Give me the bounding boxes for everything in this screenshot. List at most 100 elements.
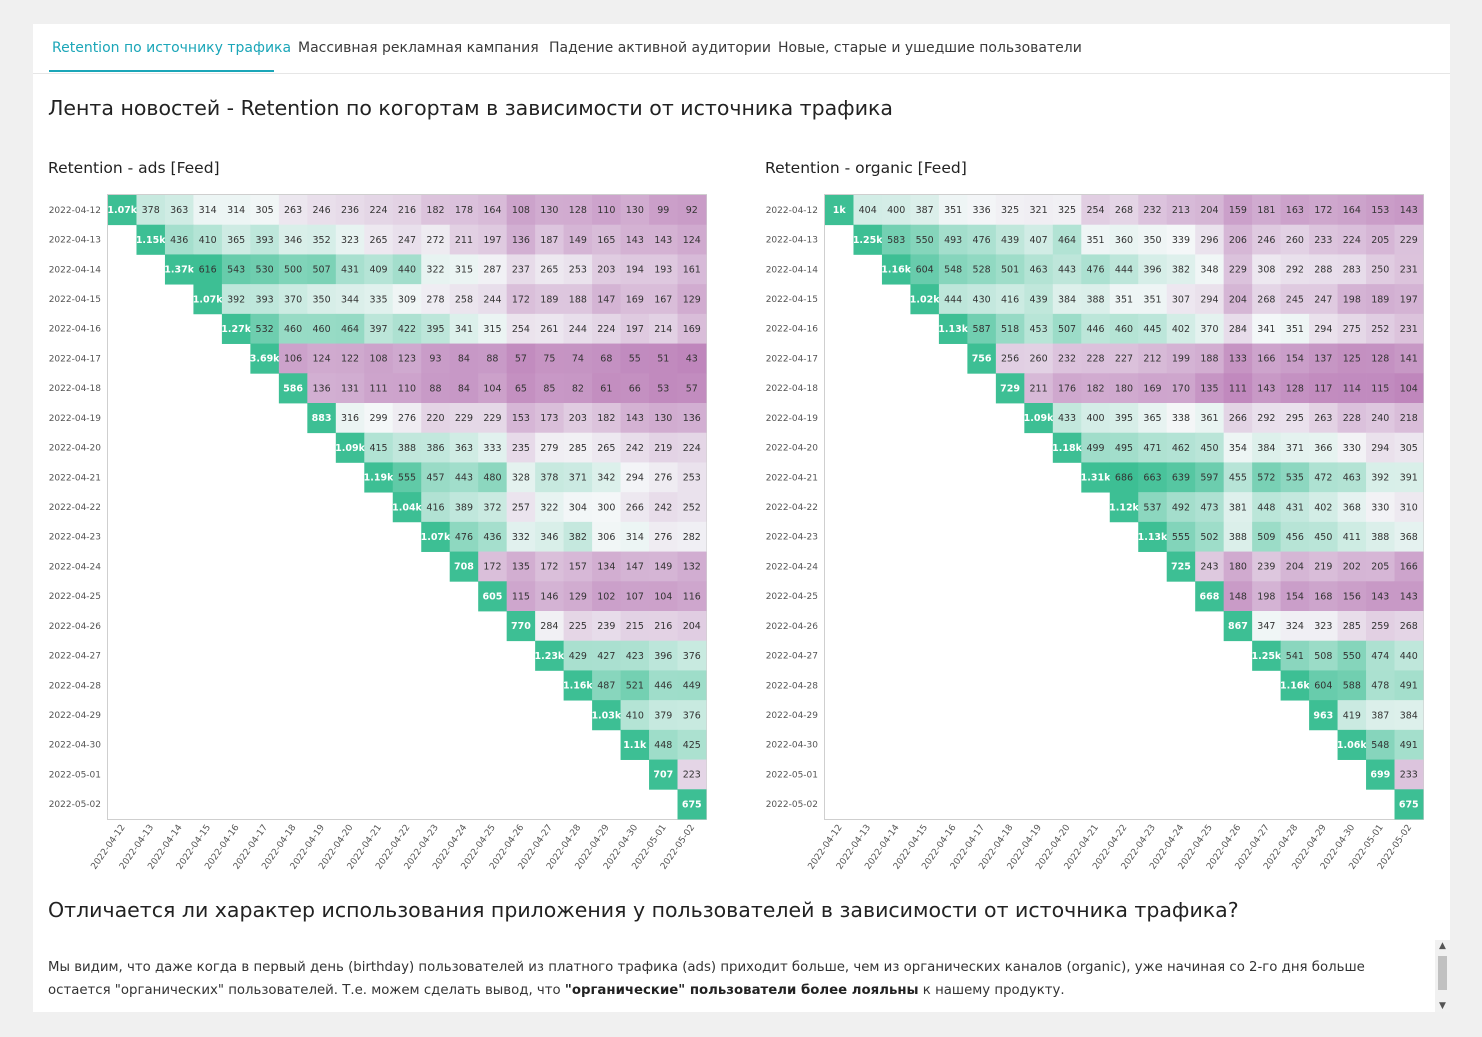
scroll-down-icon[interactable]: ▼	[1439, 1001, 1446, 1011]
heatmap-cell	[1081, 195, 1111, 226]
y-tick-label: 2022-04-13	[49, 236, 101, 246]
heatmap-cell	[1195, 224, 1225, 255]
heatmap-0: 1.07k 378 363 314 314 305 263 246 236 224 216 182 17…	[49, 194, 707, 872]
heatmap-cell-label: 300	[597, 502, 615, 513]
heatmap-cell	[421, 432, 451, 463]
heatmap-cell-label: 130	[626, 205, 644, 216]
heatmap-cell	[335, 224, 365, 255]
heatmap-cell-label: 699	[1370, 770, 1390, 781]
y-tick-label: 2022-05-01	[49, 770, 101, 780]
heatmap-cell	[1280, 611, 1310, 642]
heatmap-cell	[563, 343, 593, 374]
heatmap-cell-label: 1.07k	[421, 532, 451, 543]
heatmap-cell	[1309, 254, 1338, 285]
heatmap-cell	[677, 581, 707, 612]
heatmap-cell-label: 147	[626, 562, 644, 573]
heatmap-cell	[620, 551, 650, 582]
heatmap-cell-label: 532	[256, 324, 274, 335]
heatmap-cell-label: 189	[1371, 294, 1389, 305]
heatmap-cell-label: 1.27k	[221, 324, 251, 335]
heatmap-cell-label: 193	[654, 265, 672, 276]
heatmap-cell-label: 166	[1400, 562, 1418, 573]
heatmap-cell	[677, 700, 707, 731]
heatmap-cell-label: 253	[569, 265, 587, 276]
heatmap-cell	[620, 729, 650, 760]
heatmap-cell	[1138, 373, 1168, 404]
heatmap-cell	[1252, 313, 1282, 344]
heatmap-cell	[1309, 195, 1338, 226]
heatmap-cell	[649, 670, 678, 701]
heatmap-cell	[449, 373, 479, 404]
tab-retention-by-source[interactable]: Retention по источнику трафика	[52, 40, 292, 56]
heatmap-cell-label: 204	[1286, 562, 1304, 573]
heatmap-cell-label: 88	[429, 383, 441, 394]
heatmap-cell-label: 507	[1058, 324, 1076, 335]
tab-mass-ad-campaign[interactable]: Массивная рекламная кампания	[298, 40, 539, 56]
tab-active-audience-drop[interactable]: Падение активной аудитории	[549, 40, 771, 56]
heatmap-cell	[1337, 343, 1367, 374]
heatmap-cell	[136, 195, 166, 226]
heatmap-cell-label: 509	[1257, 532, 1275, 543]
heatmap-cell-label: 1.16k	[881, 265, 911, 276]
heatmap-cell-label: 104	[654, 591, 672, 602]
heatmap-cell	[910, 284, 940, 315]
heatmap-cell-label: 306	[597, 532, 615, 543]
heatmap-cell-label: 266	[626, 502, 644, 513]
heatmap-cell	[1166, 313, 1196, 344]
heatmap-cell	[278, 373, 308, 404]
heatmap-cell	[1081, 462, 1111, 493]
heatmap-cell-label: 285	[1343, 621, 1361, 632]
heatmap-cell	[364, 432, 394, 463]
heatmap-cell-label: 384	[1058, 294, 1076, 305]
heatmap-cell	[592, 462, 621, 493]
organic-chart-title: Retention - organic [Feed]	[765, 159, 967, 177]
heatmap-cell-label: 257	[512, 502, 530, 513]
heatmap-cell-label: 393	[256, 235, 274, 246]
heatmap-cell	[1052, 403, 1082, 434]
heatmap-cell-label: 240	[1371, 413, 1389, 424]
heatmap-cell	[677, 670, 707, 701]
heatmap-cell	[1166, 521, 1196, 552]
y-tick-label: 2022-04-12	[49, 206, 101, 216]
heatmap-cell	[307, 343, 337, 374]
heatmap-cell-label: 216	[654, 621, 672, 632]
heatmap-cell-label: 333	[483, 443, 501, 454]
heatmap-cell-label: 111	[1229, 383, 1247, 394]
heatmap-cell-label: 431	[1286, 502, 1304, 513]
y-tick-label: 2022-04-17	[766, 354, 818, 364]
heatmap-cell-label: 214	[654, 324, 672, 335]
heatmap-cell	[1138, 343, 1168, 374]
scrollbar[interactable]: ▲ ▼	[1435, 940, 1450, 1012]
heatmap-cell-label: 770	[511, 621, 531, 632]
heatmap-cell	[506, 551, 536, 582]
heatmap-cell-label: 169	[1143, 383, 1161, 394]
tab-new-old-churned-users[interactable]: Новые, старые и ушедшие пользователи	[778, 40, 1082, 56]
scrollbar-thumb[interactable]	[1438, 956, 1447, 990]
heatmap-cell	[478, 284, 508, 315]
heatmap-cell	[592, 640, 621, 671]
heatmap-cell-label: 130	[540, 205, 558, 216]
heatmap-cell-label: 332	[512, 532, 530, 543]
heatmap-cell	[250, 343, 280, 374]
scroll-up-icon[interactable]: ▲	[1439, 941, 1446, 951]
heatmap-cell-label: 315	[455, 265, 473, 276]
heatmap-cell	[1280, 373, 1310, 404]
heatmap-cell	[449, 551, 479, 582]
heatmap-cell-label: 99	[657, 205, 669, 216]
heatmap-cell-label: 279	[540, 443, 558, 454]
heatmap-cell-label: 457	[426, 473, 444, 484]
heatmap-cell	[449, 195, 479, 226]
heatmap-cell-label: 254	[512, 324, 530, 335]
heatmap-cell-label: 587	[973, 324, 991, 335]
heatmap-cell	[506, 254, 536, 285]
heatmap-cell-label: 963	[1313, 710, 1333, 721]
heatmap-cell	[1394, 581, 1424, 612]
heatmap-cell-label: 440	[398, 265, 416, 276]
heatmap-cell	[1223, 195, 1253, 226]
heatmap-cell-label: 182	[1086, 383, 1104, 394]
heatmap-cell-label: 1.15k	[136, 235, 166, 246]
y-tick-label: 2022-04-22	[766, 503, 818, 513]
heatmap-cell-label: 130	[654, 413, 672, 424]
heatmap-cell	[1366, 492, 1395, 523]
heatmap-cell	[1366, 521, 1395, 552]
